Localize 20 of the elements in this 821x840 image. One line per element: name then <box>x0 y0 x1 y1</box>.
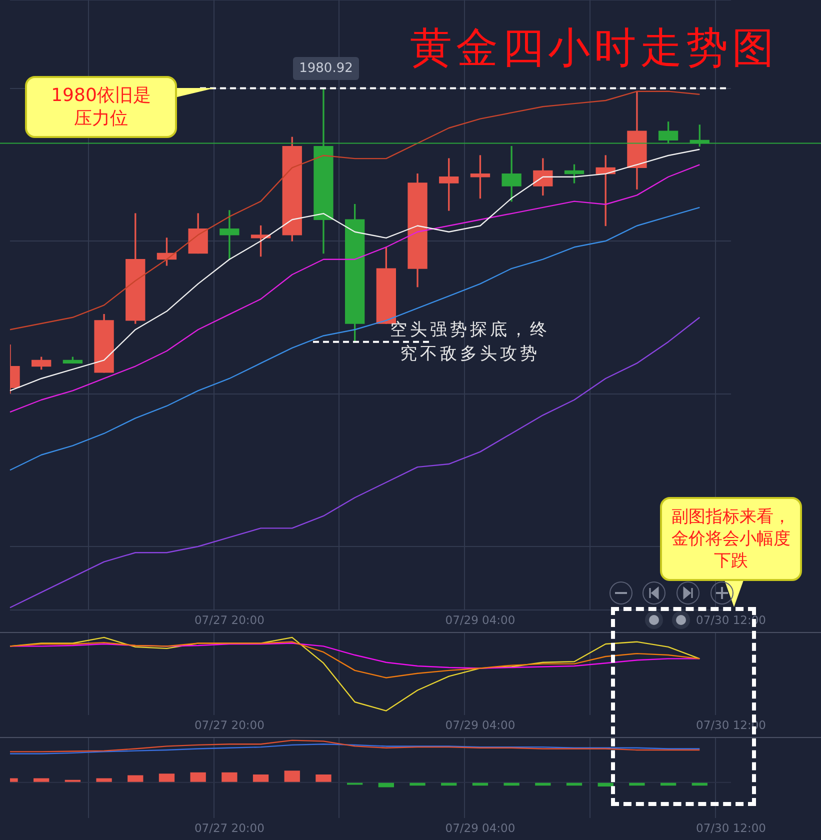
bar <box>96 778 112 783</box>
text: 1980.92 <box>293 57 359 80</box>
bar <box>284 770 300 783</box>
bar <box>252 774 269 783</box>
bar <box>316 774 332 783</box>
x-tick-label: 07/29 04:00 <box>445 718 516 732</box>
text: 副图指标来看，金价将会小幅度下跌 <box>660 497 802 581</box>
bar <box>190 772 206 783</box>
x-tick-label: 07/27 20:00 <box>194 821 264 836</box>
bar <box>222 772 238 783</box>
x-tick-label: 07/30 12:00 <box>696 821 766 836</box>
x-tick-label: 07/27 20:00 <box>194 718 264 732</box>
annotation: 1980依旧是压力位 <box>25 76 177 138</box>
candlestick <box>220 210 240 260</box>
x-tick-label: 07/29 04:00 <box>445 613 516 628</box>
x-tick-label: 07/29 04:00 <box>445 821 516 836</box>
chart-title: 黄金四小时走势图 <box>410 22 779 74</box>
x-tick-label: 07/27 20:00 <box>194 613 264 628</box>
annotation: 空头强势探底，终究不敌多头攻势 <box>389 319 551 366</box>
bar <box>158 774 175 783</box>
